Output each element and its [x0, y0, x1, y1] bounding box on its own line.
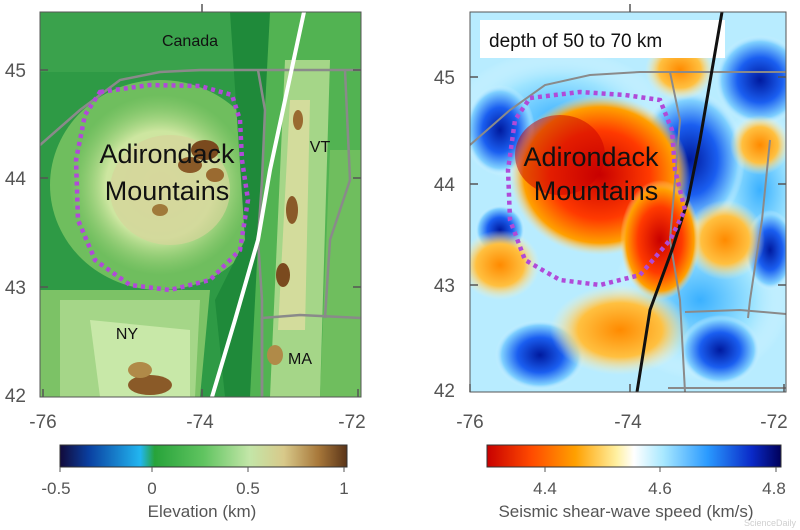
lon-tick: -72 — [760, 412, 787, 433]
colorbar-tick: 4.4 — [533, 479, 557, 498]
watermark: ScienceDaily — [744, 518, 797, 528]
colorbar-tick: 4.8 — [762, 479, 786, 498]
label-ny: NY — [116, 326, 139, 343]
lat-tick: 43 — [5, 278, 26, 299]
elevation-colorbar: -0.5 0 0.5 1 Elevation (km) — [41, 444, 349, 521]
lat-tick: 45 — [5, 61, 26, 82]
shear-wave-map: depth of 50 to 70 km Adirondack Mountain… — [434, 4, 788, 433]
colorbar-tick: 0.5 — [236, 479, 260, 498]
region-label-line2: Mountains — [105, 176, 230, 206]
lon-tick: -74 — [614, 412, 642, 433]
lat-tick: 42 — [434, 381, 455, 402]
label-canada: Canada — [162, 33, 218, 50]
colorbar-label: Elevation (km) — [148, 502, 257, 521]
lat-tick: 45 — [434, 68, 455, 89]
lat-tick: 44 — [434, 175, 456, 196]
region-label-line1: Adirondack — [523, 142, 659, 172]
lon-tick: -72 — [338, 412, 365, 433]
colorbar-tick: 1 — [339, 479, 348, 498]
colorbar-tick: -0.5 — [41, 479, 70, 498]
region-label-line1: Adirondack — [99, 139, 235, 169]
colorbar-tick: 4.6 — [648, 479, 672, 498]
colorbar-label: Seismic shear-wave speed (km/s) — [498, 502, 753, 521]
elevation-map: Canada VT NY MA Adirondack Mountains 45 … — [5, 4, 366, 433]
lat-tick: 42 — [5, 386, 26, 407]
lon-tick: -76 — [456, 412, 483, 433]
shear-speed-colorbar: 4.4 4.6 4.8 Seismic shear-wave speed (km… — [486, 444, 786, 521]
label-vt: VT — [310, 139, 331, 156]
map-title: depth of 50 to 70 km — [489, 31, 662, 52]
lon-tick: -76 — [29, 412, 56, 433]
lat-tick: 44 — [5, 169, 27, 190]
region-label-line2: Mountains — [534, 176, 659, 206]
label-ma: MA — [288, 351, 312, 368]
lon-tick: -74 — [186, 412, 214, 433]
colorbar-tick: 0 — [147, 479, 156, 498]
lat-tick: 43 — [434, 276, 455, 297]
